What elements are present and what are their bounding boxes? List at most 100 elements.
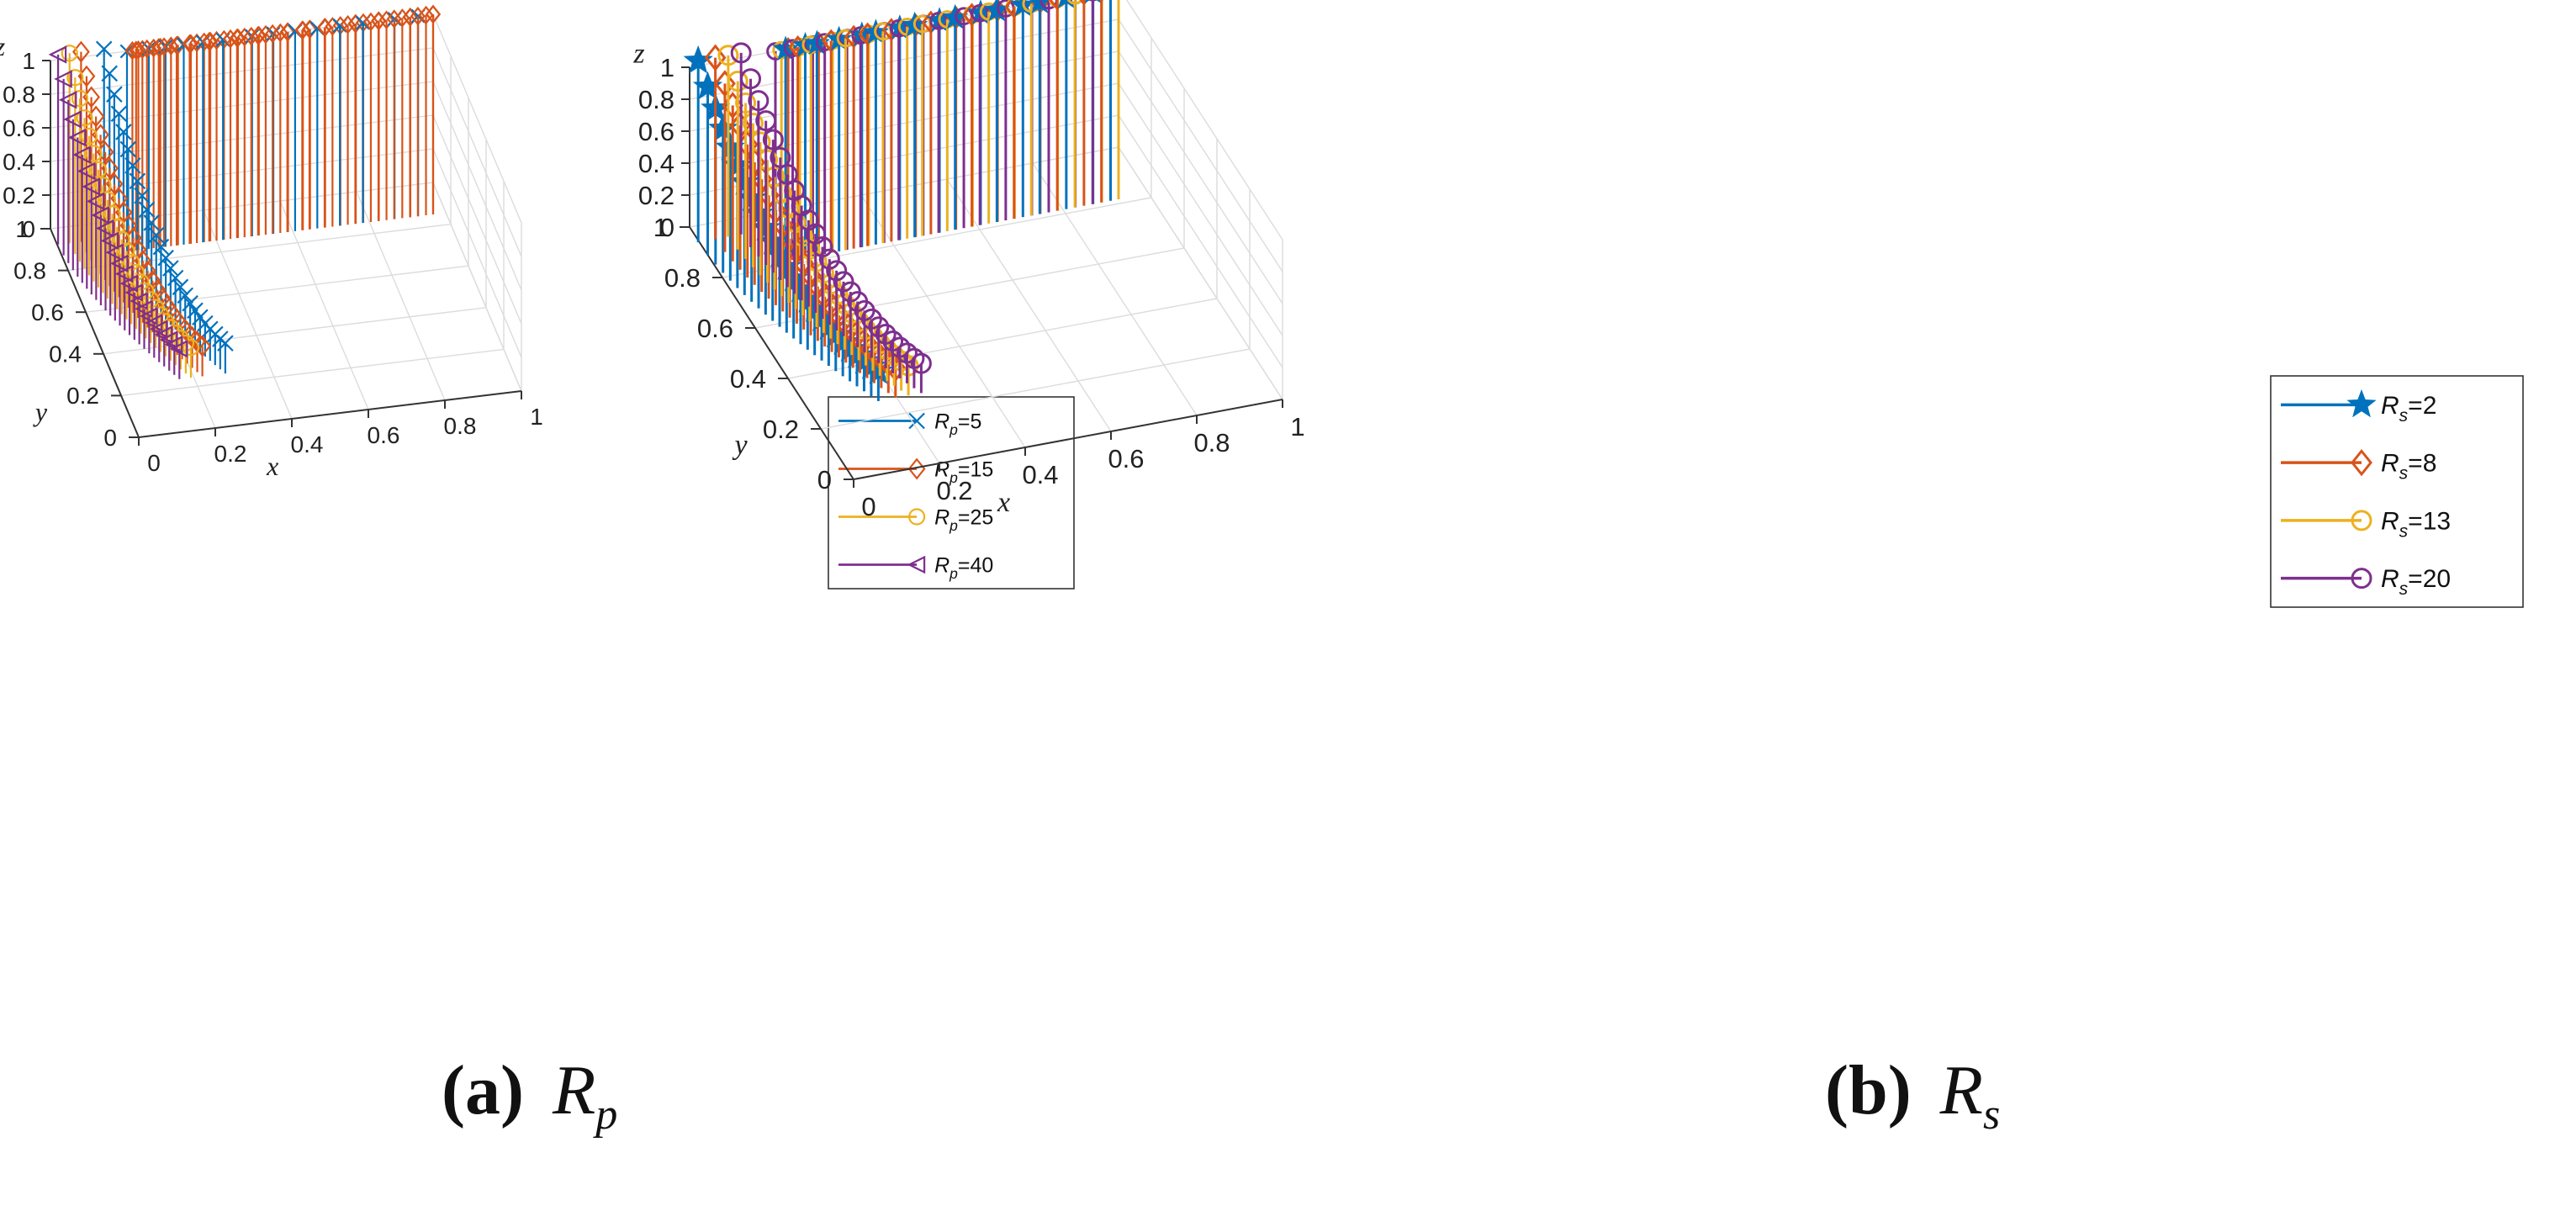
grid-line: [1118, 50, 1283, 304]
caption-a: (a) Rp: [442, 1050, 617, 1139]
grid-line: [432, 114, 522, 325]
stem-marker: [114, 264, 134, 283]
legend-label-sub: s: [2399, 464, 2409, 484]
grid-line: [120, 348, 505, 397]
stem-marker: [156, 37, 172, 56]
legend-marker: [2351, 448, 2372, 477]
stem-marker: [347, 13, 363, 34]
x-axis-label: x: [266, 451, 278, 481]
legend-label: Rs=2: [2381, 392, 2436, 426]
stem-marker: [163, 36, 179, 56]
grid-line: [432, 148, 522, 358]
grid-line: [50, 47, 434, 95]
stem-marker: [1049, 0, 1066, 11]
stem-marker: [386, 9, 402, 29]
grid-line: [203, 209, 293, 420]
y-tick-label: 0: [817, 465, 832, 494]
caption-a-tag: (a): [442, 1051, 524, 1129]
caption-b-symbol: Rs: [1940, 1051, 2001, 1139]
stem-marker: [139, 307, 158, 325]
stem-marker: [100, 231, 119, 251]
x-axis: [853, 399, 1283, 480]
z-tick-label: 0: [660, 213, 674, 242]
caption-b-symbol-sub: s: [1982, 1091, 2001, 1139]
y-tick-label: 1: [653, 213, 668, 242]
stem-marker: [257, 24, 273, 45]
stem-marker: [730, 42, 752, 64]
stem-marker: [272, 23, 288, 43]
stem-marker: [157, 249, 174, 267]
stem-marker: [85, 145, 103, 162]
stem-marker: [217, 335, 234, 352]
stem-marker: [243, 26, 259, 46]
legend-label-rest: =13: [2408, 507, 2451, 535]
ticks-a: 0 0.2 0.4 0.6 0.8 100.20.40.60.8100.20.40.60.…: [3, 48, 543, 476]
z-tick-label: 0.2: [638, 181, 674, 210]
grid-line: [1032, 162, 1198, 416]
y-tick-label: 1: [15, 216, 29, 242]
z-tick-label: 0.6: [638, 117, 674, 146]
legend-label-rest: =2: [2408, 392, 2436, 420]
stem-marker: [826, 260, 848, 282]
stem-marker: [48, 45, 67, 64]
stem-marker: [187, 302, 204, 320]
caption-b-tag: (b): [1825, 1051, 1912, 1129]
legend-label-rest: =25: [958, 505, 993, 529]
x-tick-label: 0.6: [368, 422, 400, 448]
stem-marker: [229, 28, 245, 48]
caption-a-symbol-sub: p: [595, 1091, 618, 1139]
x-tick-label: 0.4: [1022, 460, 1058, 489]
stem-marker: [325, 17, 341, 36]
stem-marker: [95, 40, 113, 58]
stem-marker: [71, 90, 89, 108]
chart-a: 0 0.2 0.4 0.6 0.8 100.20.40.60.8100.20.40.60.…: [0, 4, 1075, 590]
stem-marker: [144, 314, 163, 332]
stem-marker: [137, 283, 155, 300]
stem-marker: [172, 330, 189, 347]
grid-line: [1118, 114, 1283, 368]
grid-line: [432, 81, 522, 291]
grid-line: [689, 19, 1119, 100]
caption-a-symbol-main: R: [552, 1051, 596, 1129]
x-axis-label: x: [997, 487, 1010, 518]
stem-marker: [147, 226, 165, 244]
stem-marker: [82, 177, 100, 196]
stem-marker: [182, 34, 198, 54]
legend-label-main: R: [934, 410, 949, 433]
stem-marker: [143, 214, 160, 231]
legend-marker: [2346, 389, 2377, 418]
stem-marker: [182, 338, 200, 357]
z-tick-label: 0.6: [3, 115, 35, 141]
legend-label: Rp=5: [934, 410, 981, 438]
stem-marker: [54, 70, 72, 88]
legend-box: [2270, 375, 2524, 608]
legend-marker: [907, 457, 926, 480]
stem-marker: [110, 105, 128, 123]
stem-marker: [279, 22, 295, 42]
stem-marker: [1079, 0, 1089, 6]
stem-marker: [91, 206, 110, 225]
grid-line: [1118, 82, 1283, 336]
stem-marker: [735, 92, 757, 114]
stem-marker: [378, 10, 394, 30]
y-tick-label: 0: [103, 425, 117, 451]
stem-marker: [119, 140, 137, 158]
stem-marker: [714, 70, 736, 98]
series-a-2: [61, 45, 200, 378]
stem-marker: [89, 161, 108, 178]
grid-line: [432, 13, 522, 224]
legend-label-sub: s: [2399, 521, 2409, 541]
legend-label: Rp=25: [934, 505, 993, 534]
ticks-b: 00.20.40.60.8100.20.40.60.8100.20.40.60.…: [638, 53, 1305, 521]
grid-line: [356, 191, 446, 401]
stem-marker: [717, 45, 739, 66]
legend-label-main: R: [934, 553, 949, 577]
grid-line: [50, 148, 434, 196]
legend-label-rest: =5: [958, 410, 982, 433]
legend-label-rest: =40: [958, 553, 993, 577]
stem-marker: [805, 223, 827, 245]
stem-marker: [177, 287, 194, 304]
x-tick-label: 0.8: [1193, 428, 1230, 457]
stem-marker: [152, 238, 170, 256]
